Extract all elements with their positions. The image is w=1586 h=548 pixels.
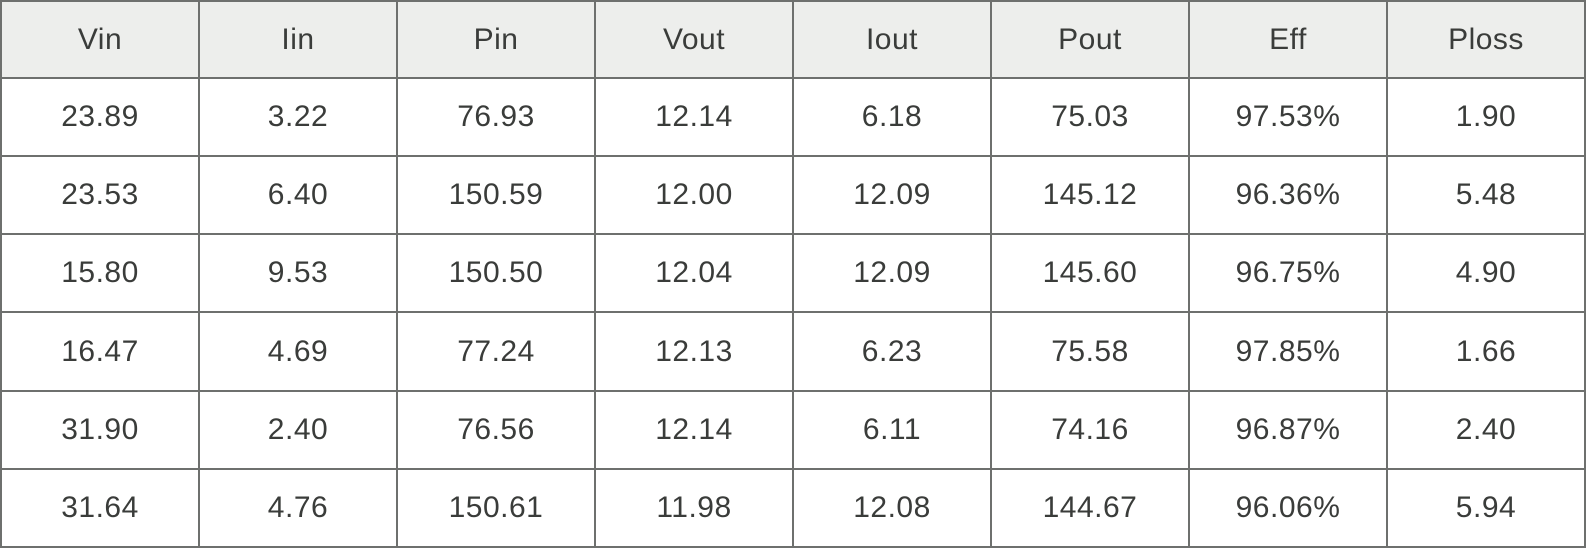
cell-iin: 6.40 <box>198 155 398 236</box>
table-row: 23.53 6.40 150.59 12.00 12.09 145.12 96.36% 5.4… <box>0 155 1586 236</box>
cell-iout: 12.09 <box>792 155 992 236</box>
cell-iout: 12.09 <box>792 233 992 314</box>
cell-iin: 9.53 <box>198 233 398 314</box>
cell-eff: 96.87% <box>1188 389 1388 470</box>
table-row: 31.64 4.76 150.61 11.98 12.08 144.67 96.06% 5.9… <box>0 467 1586 548</box>
cell-iout: 6.18 <box>792 76 992 158</box>
cell-iin: 4.69 <box>198 311 398 392</box>
cell-vout: 12.00 <box>594 155 794 236</box>
column-header-iin: Iin <box>198 0 398 79</box>
column-header-iout: Iout <box>792 0 992 79</box>
header-row: Vin Iin Pin Vout Iout Pout Eff Ploss <box>0 0 1586 79</box>
column-header-pout: Pout <box>990 0 1190 79</box>
table-row: 15.80 9.53 150.50 12.04 12.09 145.60 96.75% 4.9… <box>0 233 1586 314</box>
cell-vin: 23.53 <box>0 155 200 236</box>
cell-eff: 96.75% <box>1188 233 1388 314</box>
cell-vin: 31.64 <box>0 467 200 548</box>
cell-iin: 2.40 <box>198 389 398 470</box>
cell-iout: 6.11 <box>792 389 992 470</box>
cell-ploss: 5.48 <box>1386 155 1586 236</box>
cell-ploss: 5.94 <box>1386 467 1586 548</box>
cell-pout: 145.12 <box>990 155 1190 236</box>
table-row: 23.89 3.22 76.93 12.14 6.18 75.03 97.53% 1.90 <box>0 76 1586 158</box>
column-header-ploss: Ploss <box>1386 0 1586 79</box>
cell-pout: 144.67 <box>990 467 1190 548</box>
cell-vout: 12.04 <box>594 233 794 314</box>
table-row: 31.90 2.40 76.56 12.14 6.11 74.16 96.87% 2.40 <box>0 389 1586 470</box>
cell-pout: 74.16 <box>990 389 1190 470</box>
cell-pin: 150.50 <box>396 233 596 314</box>
cell-pout: 75.03 <box>990 76 1190 158</box>
cell-pin: 150.61 <box>396 467 596 548</box>
cell-pout: 145.60 <box>990 233 1190 314</box>
cell-ploss: 1.90 <box>1386 76 1586 158</box>
cell-vout: 11.98 <box>594 467 794 548</box>
cell-ploss: 1.66 <box>1386 311 1586 392</box>
cell-iout: 6.23 <box>792 311 992 392</box>
cell-pin: 77.24 <box>396 311 596 392</box>
cell-vin: 16.47 <box>0 311 200 392</box>
cell-pin: 76.56 <box>396 389 596 470</box>
table-row: 16.47 4.69 77.24 12.13 6.23 75.58 97.85% 1.66 <box>0 311 1586 392</box>
column-header-vin: Vin <box>0 0 200 79</box>
table-header: Vin Iin Pin Vout Iout Pout Eff Ploss <box>0 0 1586 79</box>
cell-vin: 31.90 <box>0 389 200 470</box>
cell-ploss: 2.40 <box>1386 389 1586 470</box>
cell-vout: 12.14 <box>594 76 794 158</box>
cell-vout: 12.13 <box>594 311 794 392</box>
cell-vin: 23.89 <box>0 76 200 158</box>
cell-eff: 96.06% <box>1188 467 1388 548</box>
cell-iin: 3.22 <box>198 76 398 158</box>
cell-eff: 97.53% <box>1188 76 1388 158</box>
cell-vin: 15.80 <box>0 233 200 314</box>
cell-iout: 12.08 <box>792 467 992 548</box>
cell-eff: 96.36% <box>1188 155 1388 236</box>
cell-ploss: 4.90 <box>1386 233 1586 314</box>
cell-eff: 97.85% <box>1188 311 1388 392</box>
cell-pin: 150.59 <box>396 155 596 236</box>
cell-iin: 4.76 <box>198 467 398 548</box>
column-header-pin: Pin <box>396 0 596 79</box>
column-header-vout: Vout <box>594 0 794 79</box>
table-body: 23.89 3.22 76.93 12.14 6.18 75.03 97.53% 1.90 23… <box>0 76 1586 548</box>
cell-vout: 12.14 <box>594 389 794 470</box>
cell-pout: 75.58 <box>990 311 1190 392</box>
column-header-eff: Eff <box>1188 0 1388 79</box>
cell-pin: 76.93 <box>396 76 596 158</box>
